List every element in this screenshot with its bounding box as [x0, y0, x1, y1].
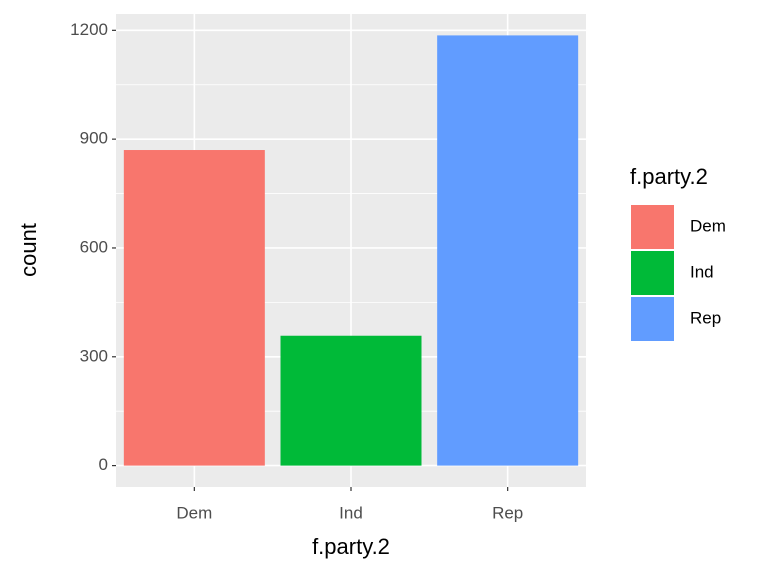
x-tick-label: Dem — [176, 503, 212, 522]
x-tick-label: Ind — [339, 503, 363, 522]
legend-key — [631, 297, 674, 341]
legend-key — [631, 251, 674, 295]
y-tick-label: 600 — [80, 237, 108, 256]
legend-key — [631, 205, 674, 249]
y-tick-label: 1200 — [70, 20, 108, 39]
bar — [123, 150, 265, 466]
x-tick-label: Rep — [492, 503, 523, 522]
bar — [280, 335, 422, 466]
y-tick-label: 0 — [99, 455, 108, 474]
y-tick-label: 900 — [80, 129, 108, 148]
bar — [437, 35, 579, 466]
legend-label: Dem — [690, 216, 726, 235]
legend-label: Rep — [690, 308, 721, 327]
y-axis-title: count — [16, 223, 41, 277]
y-tick-label: 300 — [80, 346, 108, 365]
legend-label: Ind — [690, 262, 714, 281]
legend-title: f.party.2 — [630, 164, 708, 189]
x-axis-title: f.party.2 — [312, 534, 390, 559]
